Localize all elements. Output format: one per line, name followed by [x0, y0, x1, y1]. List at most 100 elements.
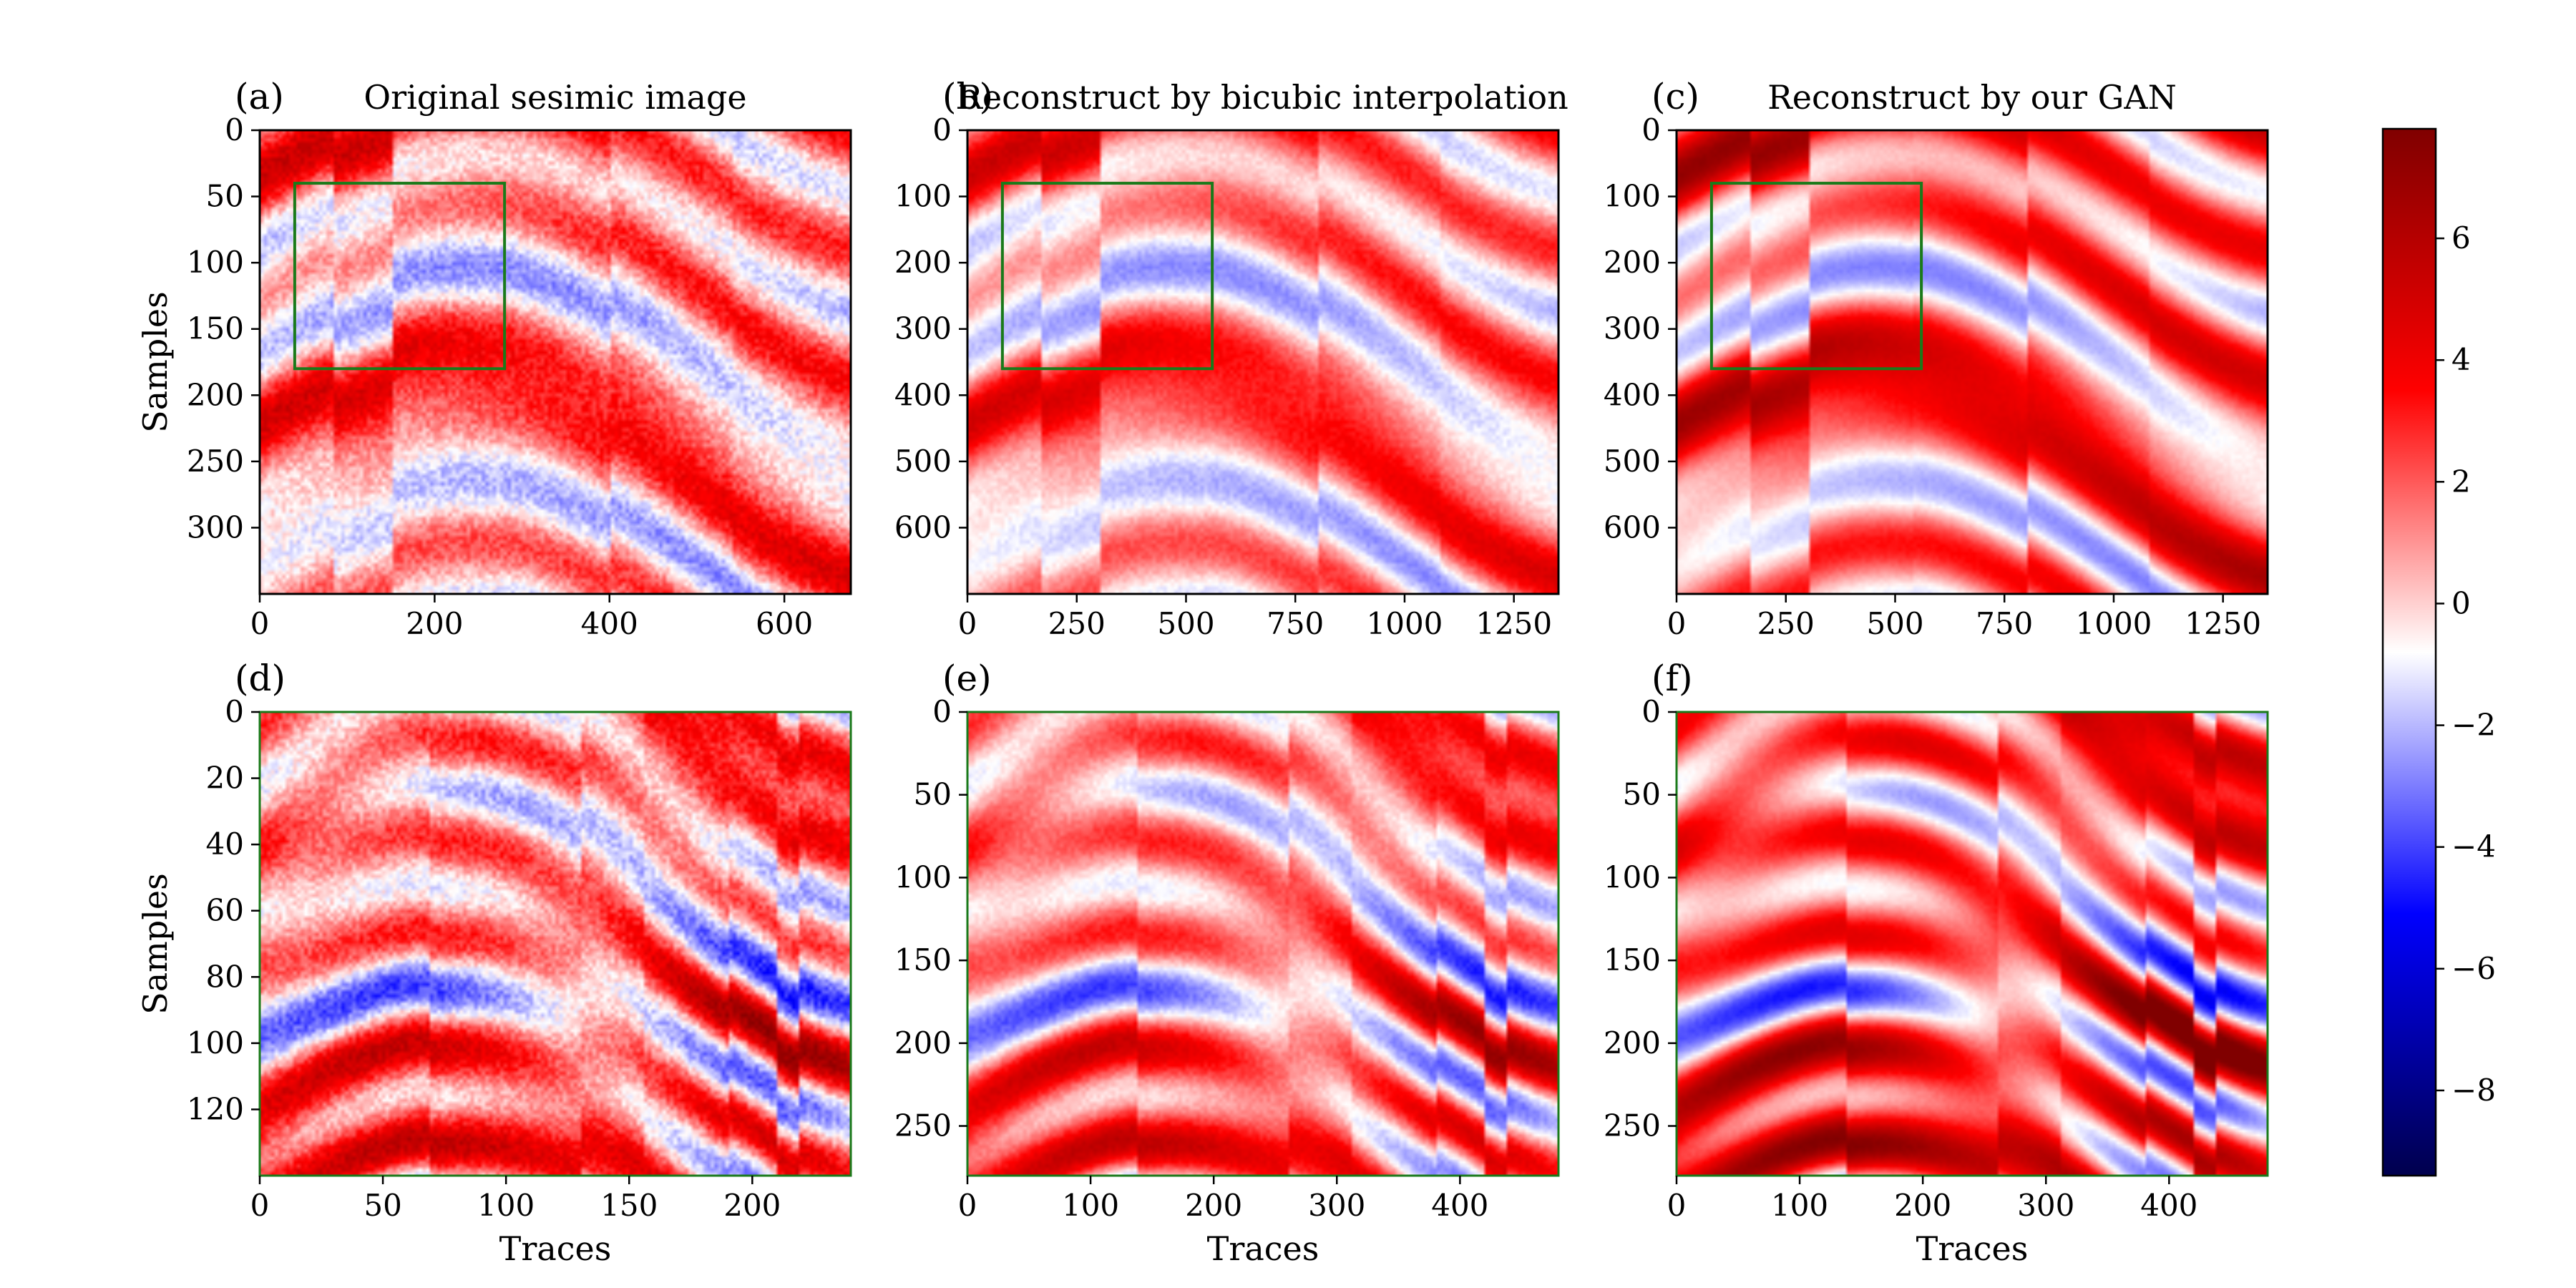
y-tick-label: 150: [894, 942, 952, 977]
heatmap-image: [1677, 130, 2268, 594]
x-axis-label: Traces: [1916, 1229, 2029, 1268]
y-tick-label: 0: [932, 112, 952, 147]
x-axis-label: Traces: [1207, 1229, 1319, 1268]
y-tick-label: 300: [1604, 311, 1661, 346]
colorbar-tick-label: 6: [2451, 220, 2471, 255]
heatmap-image: [260, 130, 851, 594]
y-tick-label: 100: [894, 179, 952, 214]
x-tick-label: 500: [1157, 606, 1214, 641]
x-tick-label: 1000: [2076, 606, 2152, 641]
panel-label: (b): [942, 76, 993, 117]
y-tick-label: 150: [187, 311, 244, 346]
panel-f: 0 100 200 300 400 0 50 100 150 200 250 (f) Traces: [1604, 658, 2269, 1268]
y-tick-label: 20: [206, 761, 244, 796]
x-tick-label: 400: [1431, 1188, 1488, 1223]
y-tick-label: 500: [894, 444, 952, 479]
y-tick-label: 100: [1604, 859, 1661, 894]
x-tick-label: 400: [2140, 1188, 2197, 1223]
colorbar-tick-label: −2: [2451, 708, 2496, 743]
x-tick-label: 400: [581, 606, 638, 641]
panel-a: 0 200 400 600 0 50 100 150 200 250 300 (a) Original …: [136, 76, 852, 641]
y-tick-label: 600: [894, 509, 952, 545]
x-tick-label: 0: [1667, 606, 1687, 641]
panel-title: Reconstruct by bicubic interpolation: [957, 78, 1568, 117]
y-tick-label: 150: [1604, 942, 1661, 977]
x-tick-label: 0: [250, 1188, 270, 1223]
x-tick-label: 1250: [2185, 606, 2261, 641]
y-tick-label: 120: [187, 1091, 244, 1126]
y-tick-label: 200: [187, 377, 244, 412]
zoom-box: [293, 182, 507, 371]
x-tick-label: 0: [958, 606, 977, 641]
panel-b: 0 250 500 750 1000 1250 0 100 200 300 400 500 600 (b)…: [894, 76, 1568, 641]
x-tick-label: 100: [477, 1188, 535, 1223]
y-tick-label: 200: [1604, 245, 1661, 280]
y-tick-label: 250: [1604, 1108, 1661, 1143]
y-tick-label: 80: [206, 959, 244, 994]
y-tick-label: 100: [1604, 179, 1661, 214]
panel-label: (a): [235, 76, 284, 117]
heatmap-image: [260, 712, 851, 1176]
x-tick-label: 750: [1267, 606, 1324, 641]
y-axis-label: Samples: [136, 873, 175, 1015]
zoom-box: [1000, 182, 1214, 371]
x-axis-label: Traces: [499, 1229, 612, 1268]
x-tick-label: 1000: [1367, 606, 1443, 641]
y-tick-label: 40: [206, 826, 244, 862]
x-tick-label: 200: [1894, 1188, 1951, 1223]
x-tick-label: 0: [1667, 1188, 1687, 1223]
colorbar-tick-label: −8: [2451, 1073, 2496, 1108]
colorbar-tick-label: 2: [2451, 464, 2471, 499]
x-tick-label: 250: [1048, 606, 1106, 641]
panel-e: 0 100 200 300 400 0 50 100 150 200 250 (e) Traces: [894, 658, 1560, 1268]
y-tick-label: 0: [225, 112, 244, 147]
panel-title: Reconstruct by our GAN: [1767, 78, 2177, 117]
y-tick-label: 100: [187, 245, 244, 280]
heatmap-image: [967, 712, 1558, 1176]
panel-title: Original sesimic image: [364, 78, 746, 117]
x-tick-label: 150: [600, 1188, 658, 1223]
x-tick-label: 500: [1866, 606, 1923, 641]
y-tick-label: 60: [206, 893, 244, 928]
axes-frame: [1675, 129, 2269, 595]
axes-frame: [966, 129, 1560, 595]
axes-frame: [1675, 711, 2269, 1177]
panel-d: 0 50 100 150 200 0 20 40 60 80 100 120 (d) Traces Samp…: [136, 658, 852, 1268]
y-tick-label: 400: [1604, 377, 1661, 412]
colorbar-gradient: [2381, 127, 2437, 1177]
y-tick-label: 50: [1623, 777, 1661, 812]
panel-label: (d): [235, 658, 286, 699]
y-tick-label: 250: [894, 1108, 952, 1143]
x-tick-label: 200: [406, 606, 463, 641]
y-tick-label: 50: [206, 179, 244, 214]
y-tick-label: 500: [1604, 444, 1661, 479]
colorbar-tick-label: −4: [2451, 829, 2496, 864]
x-tick-label: 0: [958, 1188, 977, 1223]
x-tick-label: 200: [723, 1188, 781, 1223]
y-tick-label: 0: [1641, 112, 1661, 147]
y-tick-label: 0: [1641, 694, 1661, 729]
colorbar-tick-label: 4: [2451, 342, 2471, 377]
x-tick-label: 750: [1976, 606, 2033, 641]
y-tick-label: 200: [894, 1025, 952, 1060]
colorbar-tick-label: 0: [2451, 585, 2471, 620]
x-tick-label: 300: [2017, 1188, 2074, 1223]
y-tick-label: 400: [894, 377, 952, 412]
y-tick-label: 200: [1604, 1025, 1661, 1060]
y-tick-label: 0: [225, 694, 244, 729]
y-tick-label: 50: [914, 777, 952, 812]
x-tick-label: 100: [1062, 1188, 1119, 1223]
axes-frame: [258, 129, 852, 595]
y-tick-label: 300: [894, 311, 952, 346]
x-tick-label: 200: [1185, 1188, 1242, 1223]
x-tick-label: 100: [1771, 1188, 1828, 1223]
colorbar: 6 4 2 0 −2 −4 −6 −8: [2381, 127, 2496, 1177]
x-tick-label: 50: [364, 1188, 401, 1223]
y-axis-label: Samples: [136, 291, 175, 433]
heatmap-image: [1677, 712, 2268, 1176]
panel-label: (f): [1652, 658, 1693, 699]
x-tick-label: 300: [1308, 1188, 1365, 1223]
y-tick-label: 100: [894, 859, 952, 894]
